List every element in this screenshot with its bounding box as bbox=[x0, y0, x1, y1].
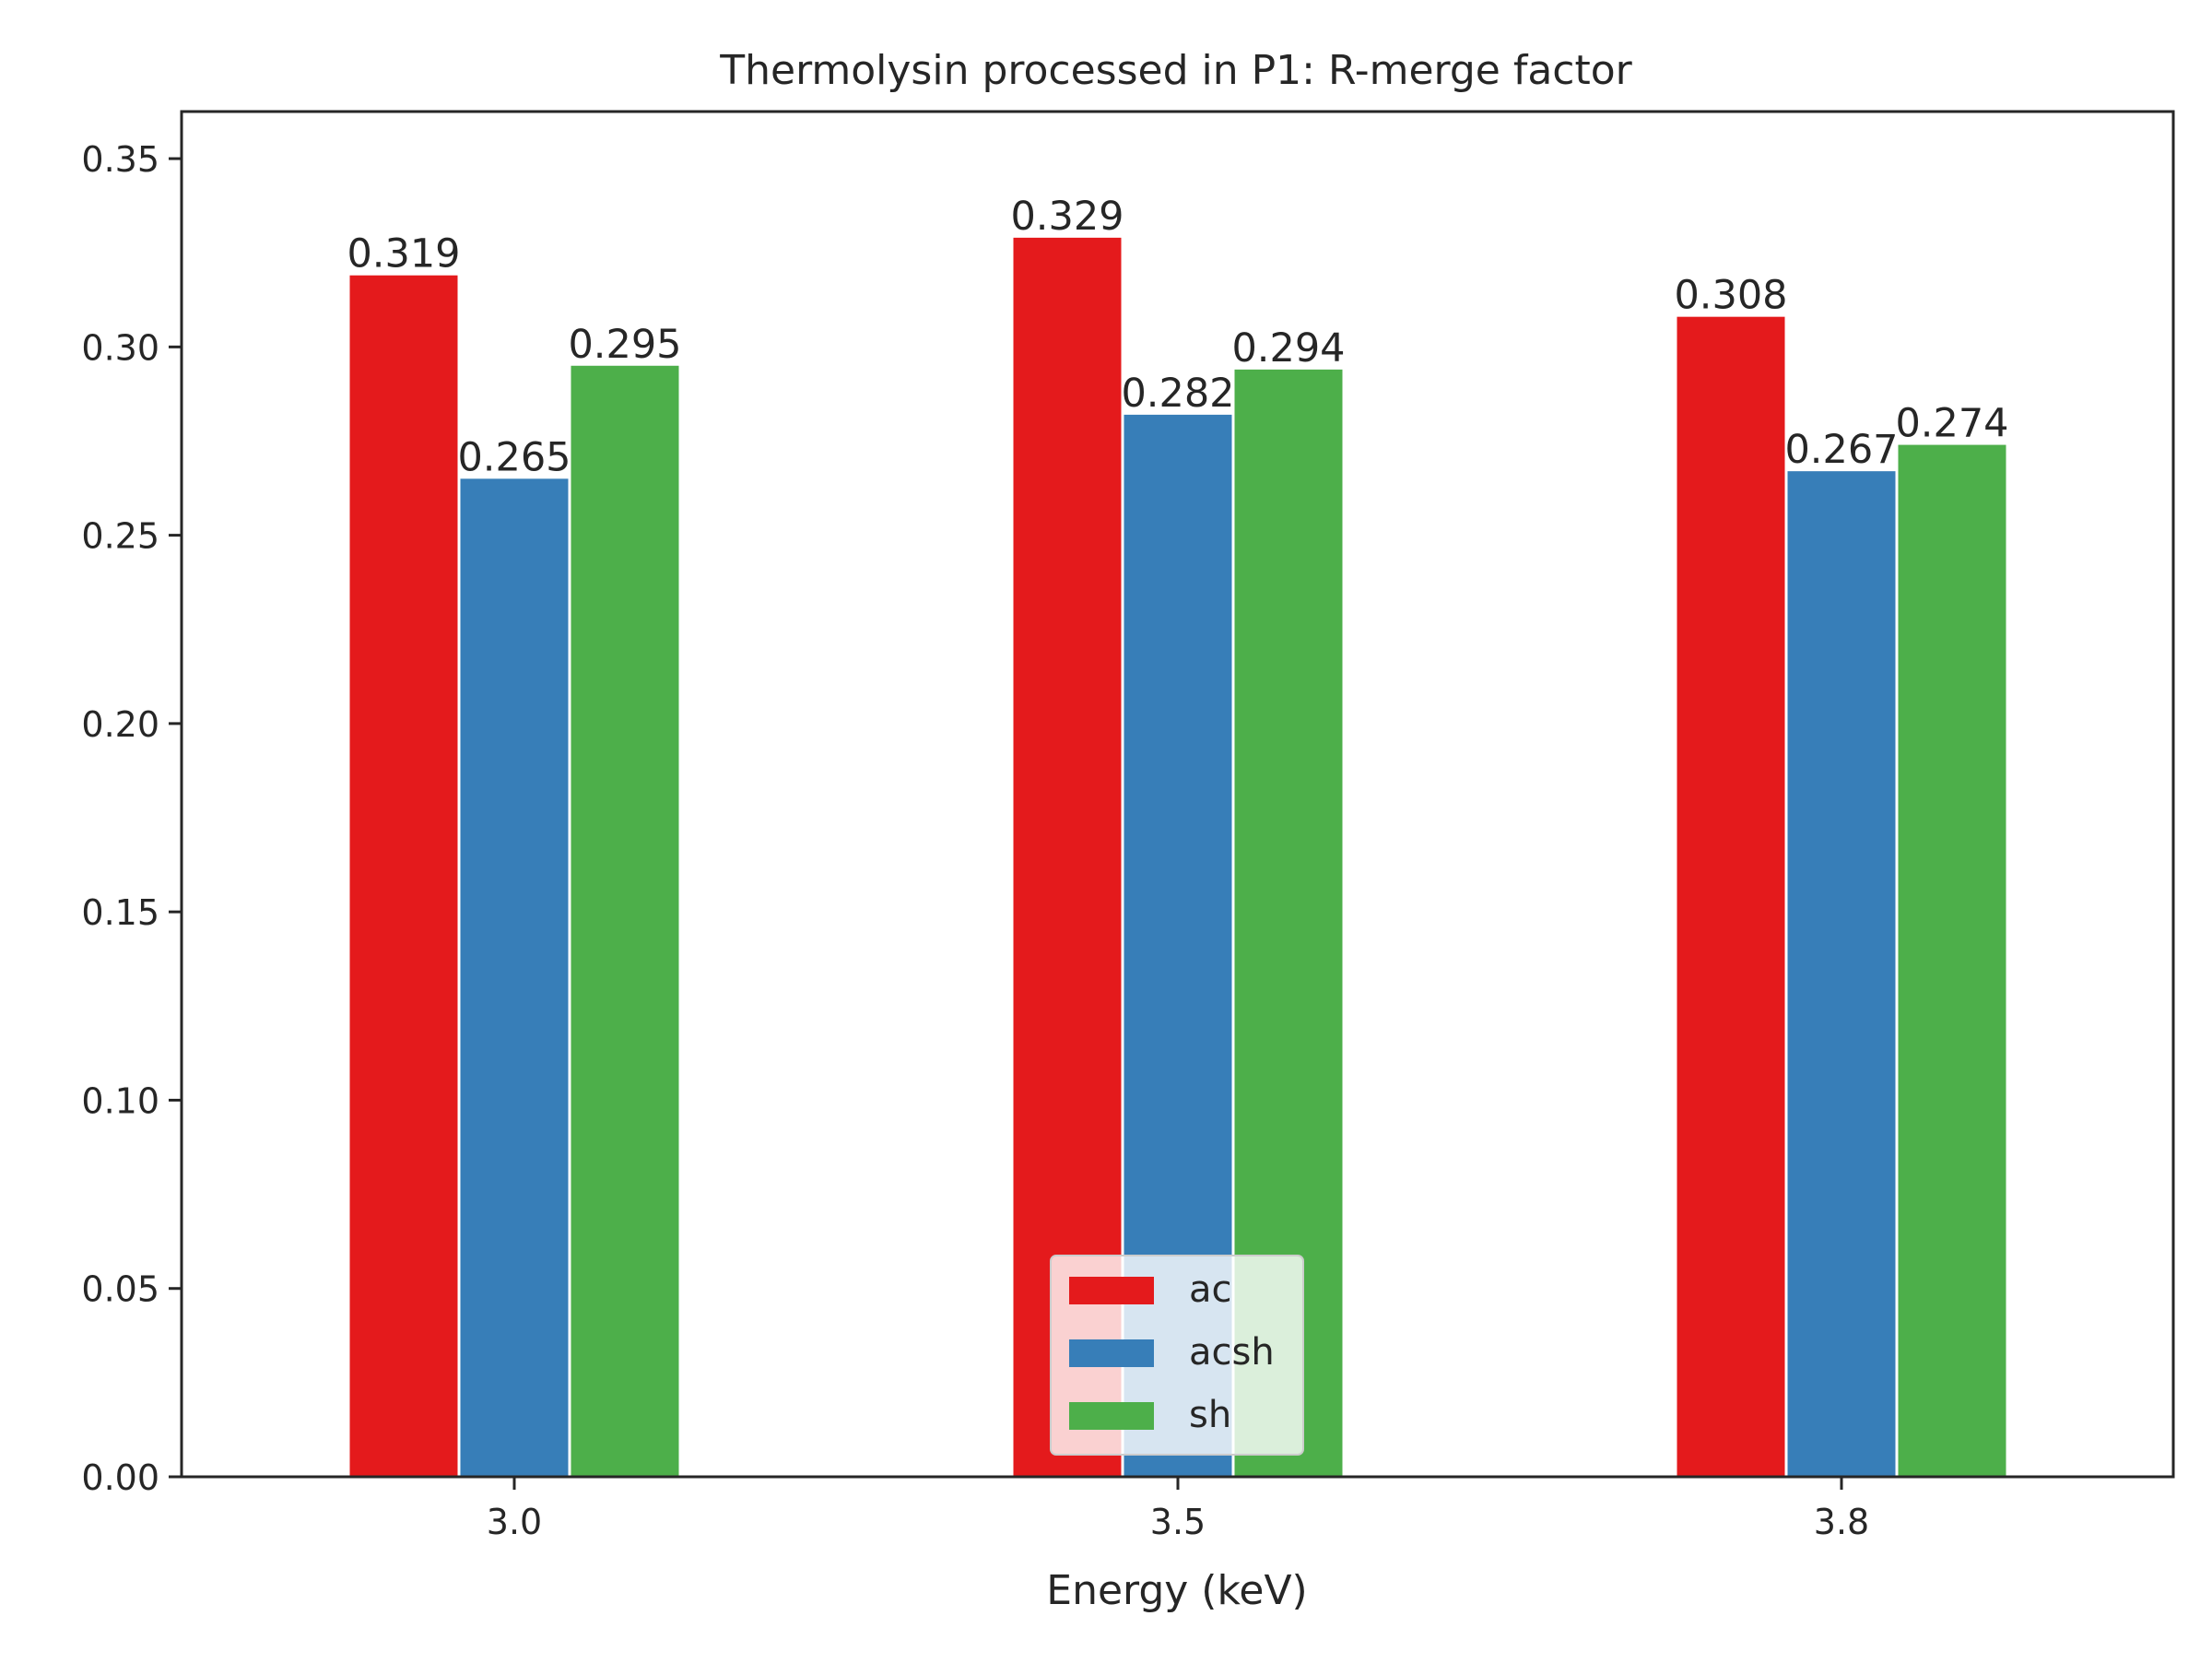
y-tick-label: 0.30 bbox=[81, 327, 159, 368]
bar-ac-3.8 bbox=[1677, 316, 1785, 1478]
x-axis-label: Energy (keV) bbox=[1046, 1567, 1307, 1614]
bar-ac-3.0 bbox=[349, 275, 458, 1478]
bar-value-label: 0.274 bbox=[1895, 401, 2008, 447]
legend-swatch-acsh bbox=[1069, 1339, 1154, 1367]
y-tick-label: 0.10 bbox=[81, 1080, 159, 1121]
y-tick-label: 0.05 bbox=[81, 1269, 159, 1310]
bar-value-label: 0.329 bbox=[1010, 194, 1124, 240]
y-axis: 0.00 0.05 0.10 0.15 0.20 0.25 0.30 0.35 bbox=[81, 139, 182, 1498]
bar-value-label: 0.282 bbox=[1121, 371, 1234, 417]
x-tick-label: 3.5 bbox=[1150, 1502, 1206, 1542]
y-tick-label: 0.20 bbox=[81, 704, 159, 745]
bar-labels-layer: 0.319 0.329 0.308 0.265 0.282 0.267 0.295 0.294… bbox=[347, 194, 2008, 480]
y-tick-label: 0.15 bbox=[81, 892, 159, 933]
legend-label-sh: sh bbox=[1189, 1394, 1231, 1436]
bar-sh-3.8 bbox=[1898, 444, 2006, 1478]
bar-value-label: 0.308 bbox=[1674, 273, 1787, 319]
bar-acsh-3.8 bbox=[1787, 471, 1896, 1478]
x-axis: 3.0 3.5 3.8 bbox=[487, 1477, 1869, 1542]
legend-swatch-sh bbox=[1069, 1402, 1154, 1430]
bar-value-label: 0.294 bbox=[1231, 325, 1345, 372]
y-tick-label: 0.35 bbox=[81, 139, 159, 180]
chart-title: Thermolysin processed in P1: R-merge fac… bbox=[719, 47, 1632, 94]
bar-acsh-3.0 bbox=[460, 478, 569, 1478]
y-tick-label: 0.25 bbox=[81, 516, 159, 557]
bar-sh-3.0 bbox=[571, 365, 679, 1477]
legend-label-acsh: acsh bbox=[1189, 1331, 1275, 1374]
bar-value-label: 0.267 bbox=[1784, 427, 1898, 473]
x-tick-label: 3.0 bbox=[487, 1502, 542, 1542]
legend-swatch-ac bbox=[1069, 1277, 1154, 1304]
y-tick-label: 0.00 bbox=[81, 1457, 159, 1498]
bar-value-label: 0.265 bbox=[457, 434, 571, 480]
legend: ac acsh sh bbox=[1050, 1255, 1304, 1456]
legend-label-ac: ac bbox=[1189, 1268, 1232, 1311]
bar-value-label: 0.319 bbox=[347, 231, 460, 277]
bar-value-label: 0.295 bbox=[568, 322, 681, 368]
x-tick-label: 3.8 bbox=[1814, 1502, 1869, 1542]
